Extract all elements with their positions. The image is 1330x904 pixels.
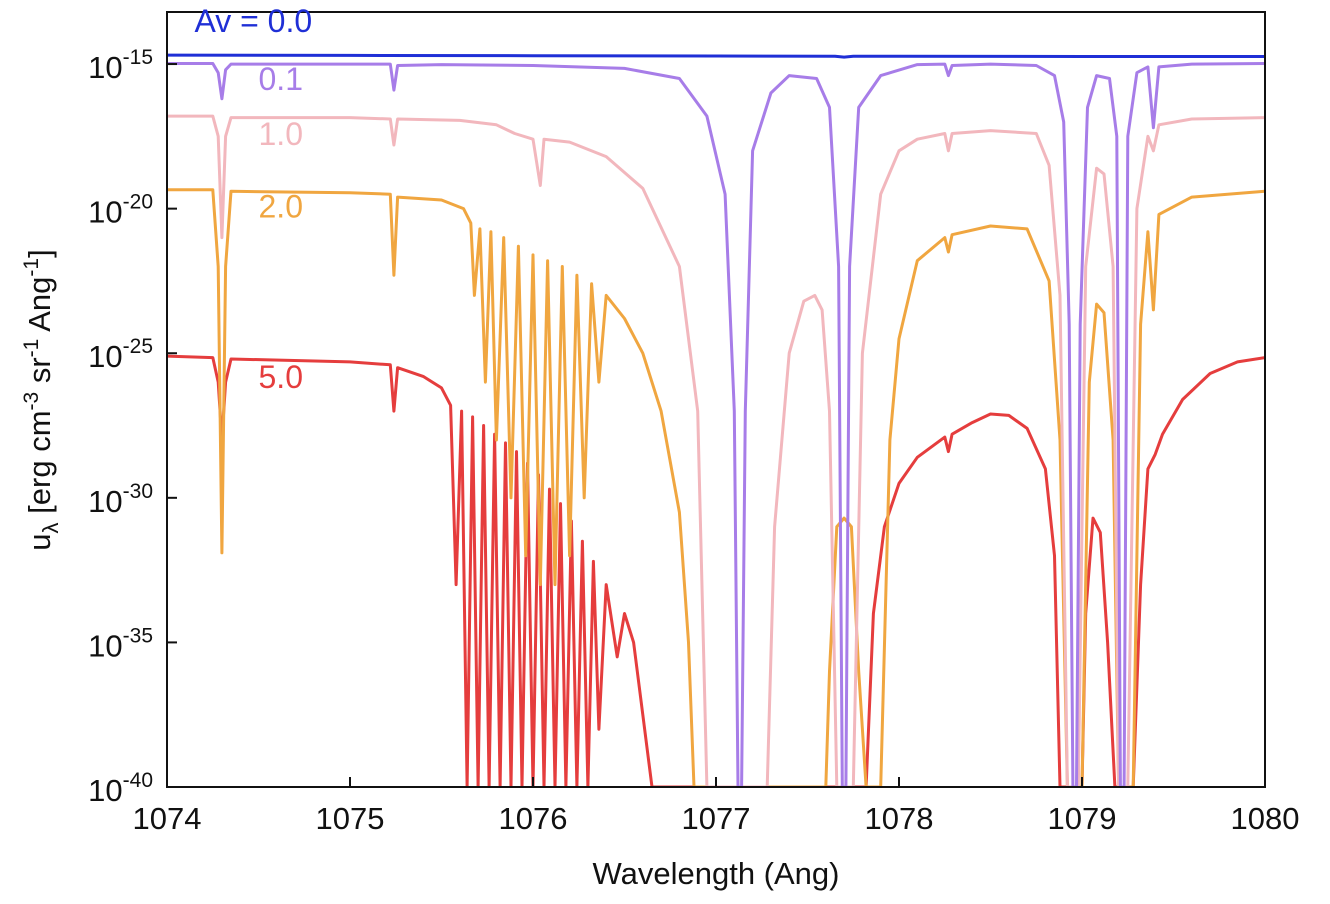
y-axis-title: uλ [erg cm-3 sr-1 Ang-1] <box>20 249 63 550</box>
x-tick-label: 1075 <box>316 801 385 836</box>
y-title-tail: Ang <box>22 277 57 339</box>
series-line-0 <box>167 53 1265 59</box>
y-tick-label: 10-20 <box>88 191 153 230</box>
y-title-exp2: -1 <box>20 339 43 358</box>
y-title-exp1: -3 <box>20 392 43 411</box>
x-tick-label: 1079 <box>1048 801 1117 836</box>
y-title-units: [erg cm <box>22 410 57 522</box>
y-title-mid: sr <box>22 357 57 391</box>
series-label-3: 2.0 <box>259 188 303 224</box>
x-axis-title: Wavelength (Ang) <box>593 856 840 891</box>
x-tick-label: 1077 <box>682 801 751 836</box>
y-tick-label: 10-40 <box>88 769 153 808</box>
y-title-close: ] <box>22 249 57 258</box>
y-tick-label: 10-30 <box>88 480 153 519</box>
y-tick-label: 10-35 <box>88 624 153 663</box>
series-group <box>167 53 1265 787</box>
y-title-main: u <box>22 533 57 550</box>
series-label-4: 5.0 <box>259 359 303 395</box>
x-tick-label: 1074 <box>133 801 202 836</box>
y-title-exp3: -1 <box>20 258 43 277</box>
series-line-2 <box>167 114 1265 787</box>
y-tick-label: 10-15 <box>88 46 153 85</box>
series-label-1: 0.1 <box>259 61 303 97</box>
y-tick-label: 10-25 <box>88 335 153 374</box>
ticks-group: 1074 1075 1076 1077 1078 1079 1080 10-15 10-20 10… <box>88 46 1299 836</box>
series-label-0: Av = 0.0 <box>194 3 312 39</box>
series-line-1 <box>167 62 1265 787</box>
plot-frame <box>166 11 1266 788</box>
series-line-4 <box>167 354 1265 787</box>
series-labels: Av = 0.0 0.1 1.0 2.0 5.0 <box>194 3 312 395</box>
series-label-2: 1.0 <box>259 116 303 152</box>
x-tick-label: 1080 <box>1231 801 1300 836</box>
y-title-sub: λ <box>38 522 63 533</box>
x-tick-label: 1076 <box>499 801 568 836</box>
x-tick-label: 1078 <box>865 801 934 836</box>
series-line-3 <box>167 188 1265 787</box>
